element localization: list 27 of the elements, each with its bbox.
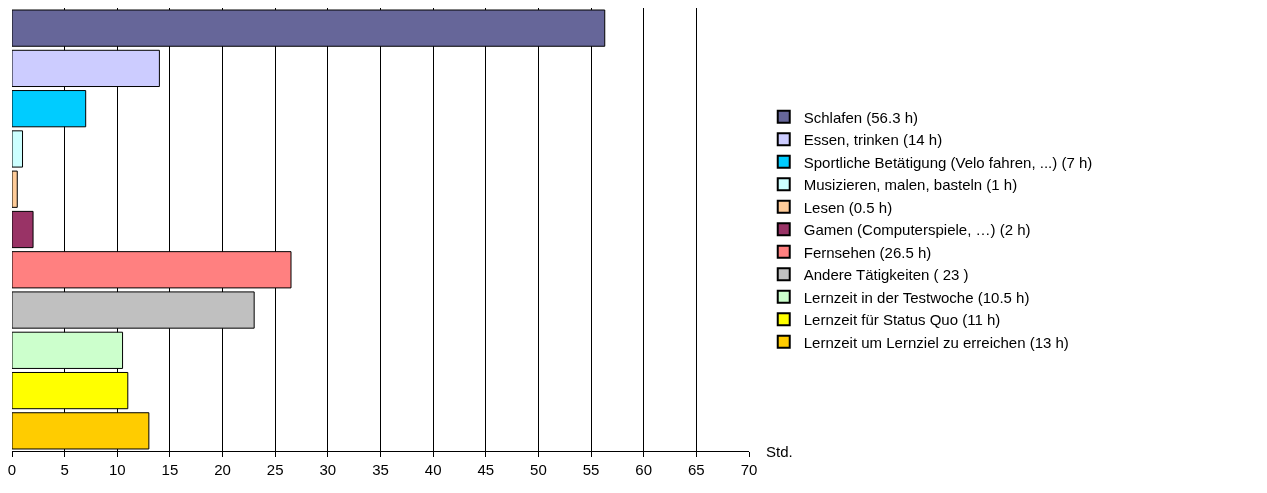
x-axis-title: Std. xyxy=(766,443,793,460)
legend-label: Essen, trinken (14 h) xyxy=(803,131,943,149)
x-tick-label: 40 xyxy=(424,461,442,478)
x-tick-label: 70 xyxy=(740,461,758,478)
x-tick-label: 65 xyxy=(688,461,705,478)
legend-label: Lernzeit in der Testwoche (10.5 h) xyxy=(803,288,1030,306)
x-tick-label: 15 xyxy=(161,461,179,478)
x-tick-label: 50 xyxy=(530,461,547,478)
x-tick-label: 5 xyxy=(60,461,69,478)
legend-label: Lernzeit für Status Quo (11 h) xyxy=(803,311,1001,329)
x-tick-label: 30 xyxy=(319,461,337,478)
x-tick-label: 0 xyxy=(7,461,17,478)
x-tick-label: 45 xyxy=(477,461,495,478)
legend-label: Lesen (0.5 h) xyxy=(803,198,893,216)
legend-label: Musizieren, malen, basteln (1 h) xyxy=(803,176,1018,194)
x-tick-label: 55 xyxy=(582,461,600,478)
legend-label: Schlafen (56.3 h) xyxy=(803,108,918,126)
legend-label: Andere Tätigkeiten ( 23 ) xyxy=(803,266,969,284)
x-tick-label: 20 xyxy=(214,461,231,478)
x-tick-label: 60 xyxy=(635,461,653,478)
x-tick-label: 25 xyxy=(266,461,284,478)
legend-label: Gamen (Computerspiele, …) (2 h) xyxy=(803,221,1031,239)
x-tick-label: 10 xyxy=(108,461,126,478)
legend-label: Lernzeit um Lernziel zu erreichen (13 h) xyxy=(803,333,1069,351)
legend-label: Sportliche Betätigung (Velo fahren, ...) (7 h) xyxy=(803,153,1093,171)
x-tick-label: 35 xyxy=(372,461,389,478)
legend-label: Fernsehen (26.5 h) xyxy=(803,243,932,261)
